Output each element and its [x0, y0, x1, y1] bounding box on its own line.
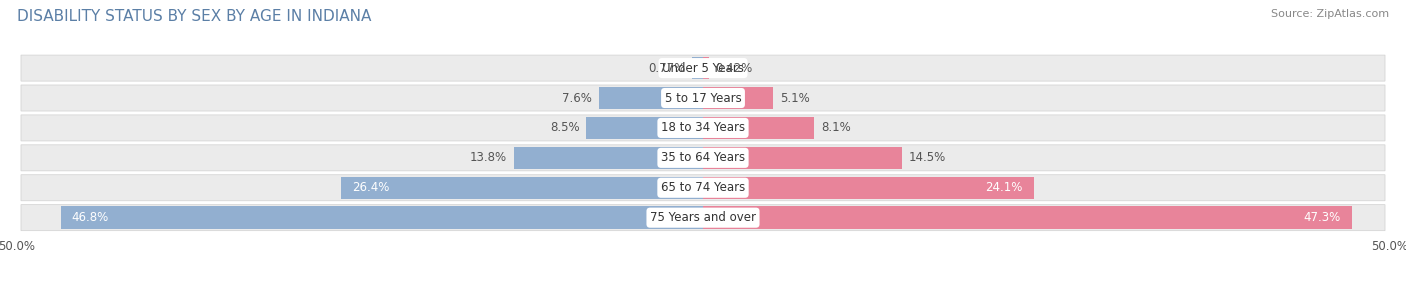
Text: 7.6%: 7.6%: [562, 92, 592, 105]
FancyBboxPatch shape: [21, 175, 1385, 201]
Text: DISABILITY STATUS BY SEX BY AGE IN INDIANA: DISABILITY STATUS BY SEX BY AGE IN INDIA…: [17, 9, 371, 24]
FancyBboxPatch shape: [21, 115, 1385, 141]
Text: 46.8%: 46.8%: [72, 211, 110, 224]
FancyBboxPatch shape: [21, 205, 1385, 231]
Text: 26.4%: 26.4%: [352, 181, 389, 194]
Text: 35 to 64 Years: 35 to 64 Years: [661, 151, 745, 164]
Bar: [703, 87, 773, 109]
Bar: [703, 57, 709, 79]
Text: 24.1%: 24.1%: [986, 181, 1022, 194]
Text: Under 5 Years: Under 5 Years: [662, 62, 744, 74]
Bar: [692, 57, 703, 79]
Bar: [703, 117, 814, 139]
Text: 14.5%: 14.5%: [908, 151, 946, 164]
Bar: [60, 206, 703, 229]
Bar: [586, 117, 703, 139]
Bar: [599, 87, 703, 109]
Text: 5.1%: 5.1%: [780, 92, 810, 105]
Text: 0.42%: 0.42%: [716, 62, 752, 74]
Bar: [340, 177, 703, 199]
Text: Source: ZipAtlas.com: Source: ZipAtlas.com: [1271, 9, 1389, 19]
Text: 65 to 74 Years: 65 to 74 Years: [661, 181, 745, 194]
Text: 8.1%: 8.1%: [821, 121, 851, 134]
Text: 13.8%: 13.8%: [470, 151, 506, 164]
FancyBboxPatch shape: [21, 85, 1385, 111]
Bar: [703, 206, 1353, 229]
Bar: [703, 177, 1033, 199]
Bar: [703, 147, 903, 169]
Text: 18 to 34 Years: 18 to 34 Years: [661, 121, 745, 134]
Text: 0.77%: 0.77%: [648, 62, 686, 74]
FancyBboxPatch shape: [21, 145, 1385, 171]
Text: 5 to 17 Years: 5 to 17 Years: [665, 92, 741, 105]
Text: 75 Years and over: 75 Years and over: [650, 211, 756, 224]
FancyBboxPatch shape: [21, 55, 1385, 81]
Text: 8.5%: 8.5%: [550, 121, 579, 134]
Text: 47.3%: 47.3%: [1303, 211, 1341, 224]
Bar: [513, 147, 703, 169]
